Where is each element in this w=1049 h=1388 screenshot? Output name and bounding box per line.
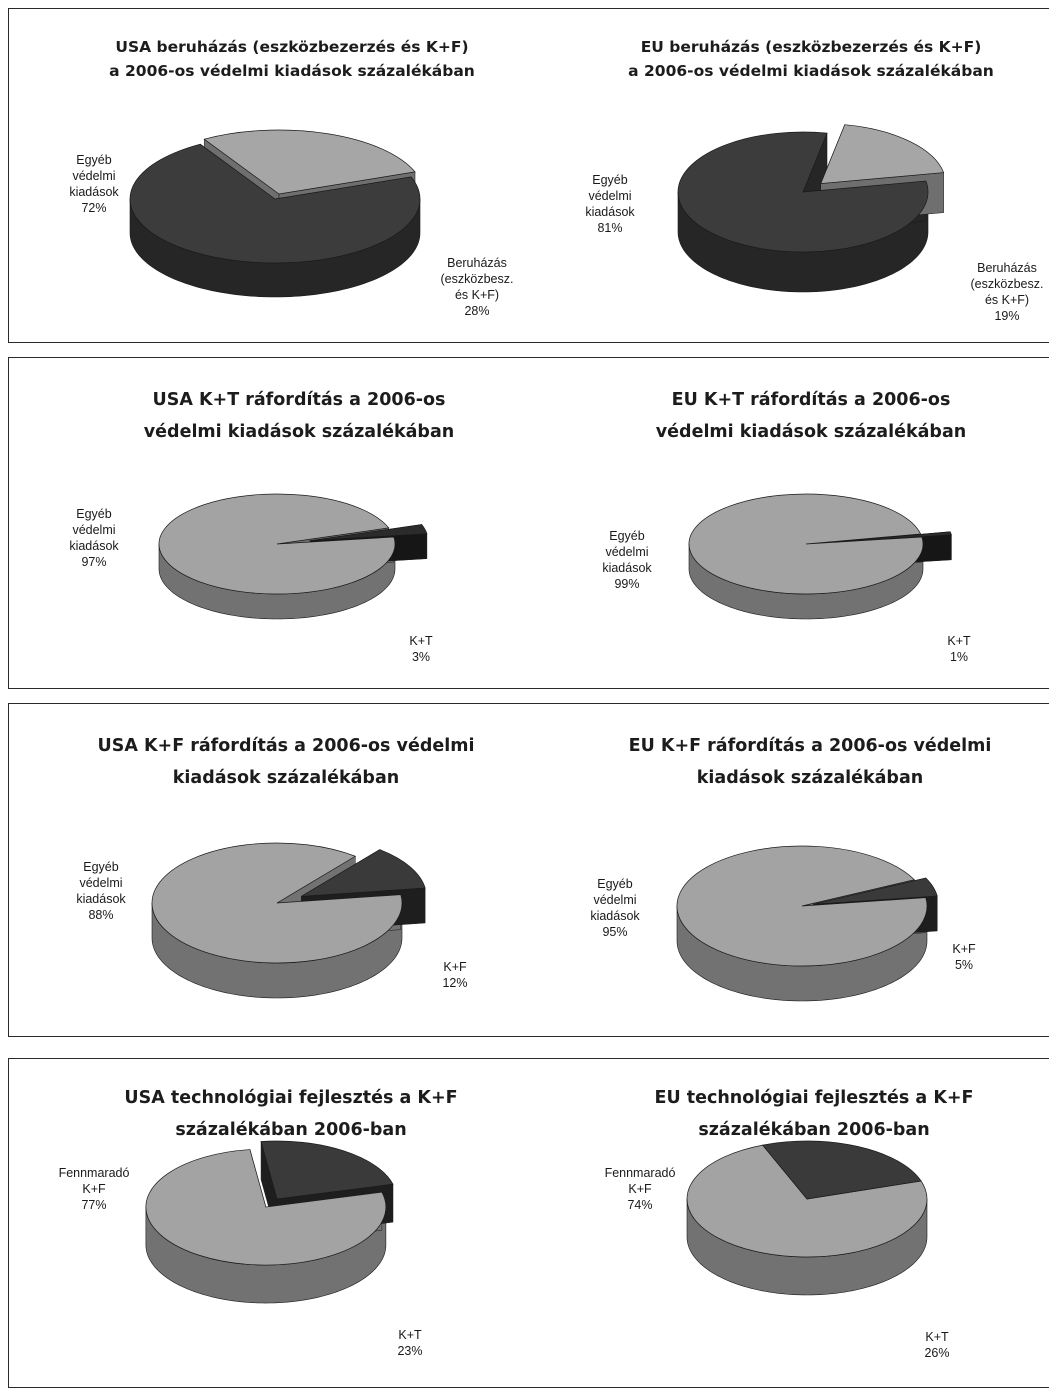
slice-label: Fennmaradó K+F 74% — [605, 1166, 676, 1212]
chart-title: USA beruházás (eszközbezerzés és K+F) — [115, 38, 468, 56]
panel-rnd-spending: USA K+F ráfordítás a 2006-os védelmi kiad… — [8, 703, 1049, 1037]
pie-slice — [310, 524, 428, 542]
chart-title: EU technológiai fejlesztés a K+F — [654, 1088, 973, 1108]
pie-chart-0: USA beruházás (eszközbezerzés és K+F) a 2… — [69, 38, 513, 318]
pie-chart-2: USA K+T ráfordítás a 2006-os védelmi kiad… — [69, 390, 454, 664]
chart-title: százalékában 2006-ban — [698, 1120, 929, 1140]
chart-title: kiadások százalékában — [173, 768, 399, 788]
pie-chart-5: EU K+F ráfordítás a 2006-os védelmi kiadá… — [590, 736, 992, 1002]
slice-label: K+T 26% — [924, 1330, 949, 1360]
pie-slice — [688, 493, 924, 595]
chart-title: USA technológiai fejlesztés a K+F — [124, 1088, 457, 1108]
slice-label: Egyéb védelmi kiadások 88% — [76, 860, 126, 922]
pie-slice — [686, 1144, 928, 1258]
pie-slice — [129, 143, 421, 264]
slice-label: Egyéb védelmi kiadások 97% — [69, 507, 119, 569]
chart-title: a 2006-os védelmi kiadások százalékában — [628, 62, 994, 80]
pie-slice — [820, 124, 945, 184]
pie-slice — [145, 1149, 387, 1266]
pie-slice — [677, 131, 929, 253]
chart-title: EU beruházás (eszközbezerzés és K+F) — [641, 38, 982, 56]
rnd-spending-charts: USA K+F ráfordítás a 2006-os védelmi kiad… — [76, 736, 992, 1002]
chart-title: USA K+F ráfordítás a 2006-os védelmi — [98, 736, 475, 756]
chart-title: kiadások százalékában — [697, 768, 923, 788]
slice-label: K+T 1% — [947, 634, 971, 664]
panel-rnt-spending: USA K+T ráfordítás a 2006-os védelmi kiad… — [8, 357, 1049, 689]
pie-slice — [301, 849, 426, 897]
pie-slice — [151, 842, 403, 964]
rnt-spending-charts: USA K+T ráfordítás a 2006-os védelmi kiad… — [69, 390, 971, 664]
pie-slice — [260, 1140, 394, 1200]
chart-title: a 2006-os védelmi kiadások százalékában — [109, 62, 475, 80]
slice-label: Beruházás (eszközbesz. és K+F) 28% — [441, 256, 514, 318]
investment-charts: USA beruházás (eszközbezerzés és K+F) a 2… — [69, 38, 1043, 323]
slice-label: K+T 3% — [409, 634, 433, 664]
slice-label: Egyéb védelmi kiadások 72% — [69, 153, 119, 215]
chart-title: százalékában 2006-ban — [175, 1120, 406, 1140]
pie-slice — [676, 845, 928, 967]
slice-label: Egyéb védelmi kiadások 95% — [590, 877, 640, 939]
slice-label: Egyéb védelmi kiadások 81% — [585, 173, 635, 235]
tech-development-charts: USA technológiai fejlesztés a K+F százalé… — [59, 1088, 974, 1360]
pie-slice — [835, 531, 952, 543]
pie-chart-3: EU K+T ráfordítás a 2006-os védelmi kiadá… — [602, 390, 971, 664]
slice-label: Egyéb védelmi kiadások 99% — [602, 529, 652, 591]
chart-title: EU K+T ráfordítás a 2006-os — [672, 390, 951, 410]
pie-chart-4: USA K+F ráfordítás a 2006-os védelmi kiad… — [76, 736, 475, 999]
pie-slice — [813, 877, 938, 905]
pie-chart-6: USA technológiai fejlesztés a K+F százalé… — [59, 1088, 458, 1358]
pie-slice — [158, 493, 396, 595]
slice-label: K+T 23% — [397, 1328, 422, 1358]
pie-slice — [203, 129, 416, 195]
pie-slice — [762, 1140, 922, 1200]
slice-label: Fennmaradó K+F 77% — [59, 1166, 130, 1212]
chart-title: EU K+F ráfordítás a 2006-os védelmi — [629, 736, 992, 756]
slice-label: K+F 5% — [952, 942, 976, 972]
panel-tech-development: USA technológiai fejlesztés a K+F százalé… — [8, 1058, 1049, 1388]
slice-label: Beruházás (eszközbesz. és K+F) 19% — [971, 261, 1044, 323]
pie-chart-7: EU technológiai fejlesztés a K+F százalék… — [605, 1088, 974, 1360]
slice-label: K+F 12% — [442, 960, 467, 990]
pie-chart-1: EU beruházás (eszközbezerzés és K+F) a 20… — [585, 38, 1043, 323]
panel-investment: USA beruházás (eszközbezerzés és K+F) a 2… — [8, 8, 1049, 343]
chart-title: védelmi kiadások százalékában — [656, 422, 966, 442]
chart-title: USA K+T ráfordítás a 2006-os — [153, 390, 446, 410]
chart-title: védelmi kiadások százalékában — [144, 422, 454, 442]
